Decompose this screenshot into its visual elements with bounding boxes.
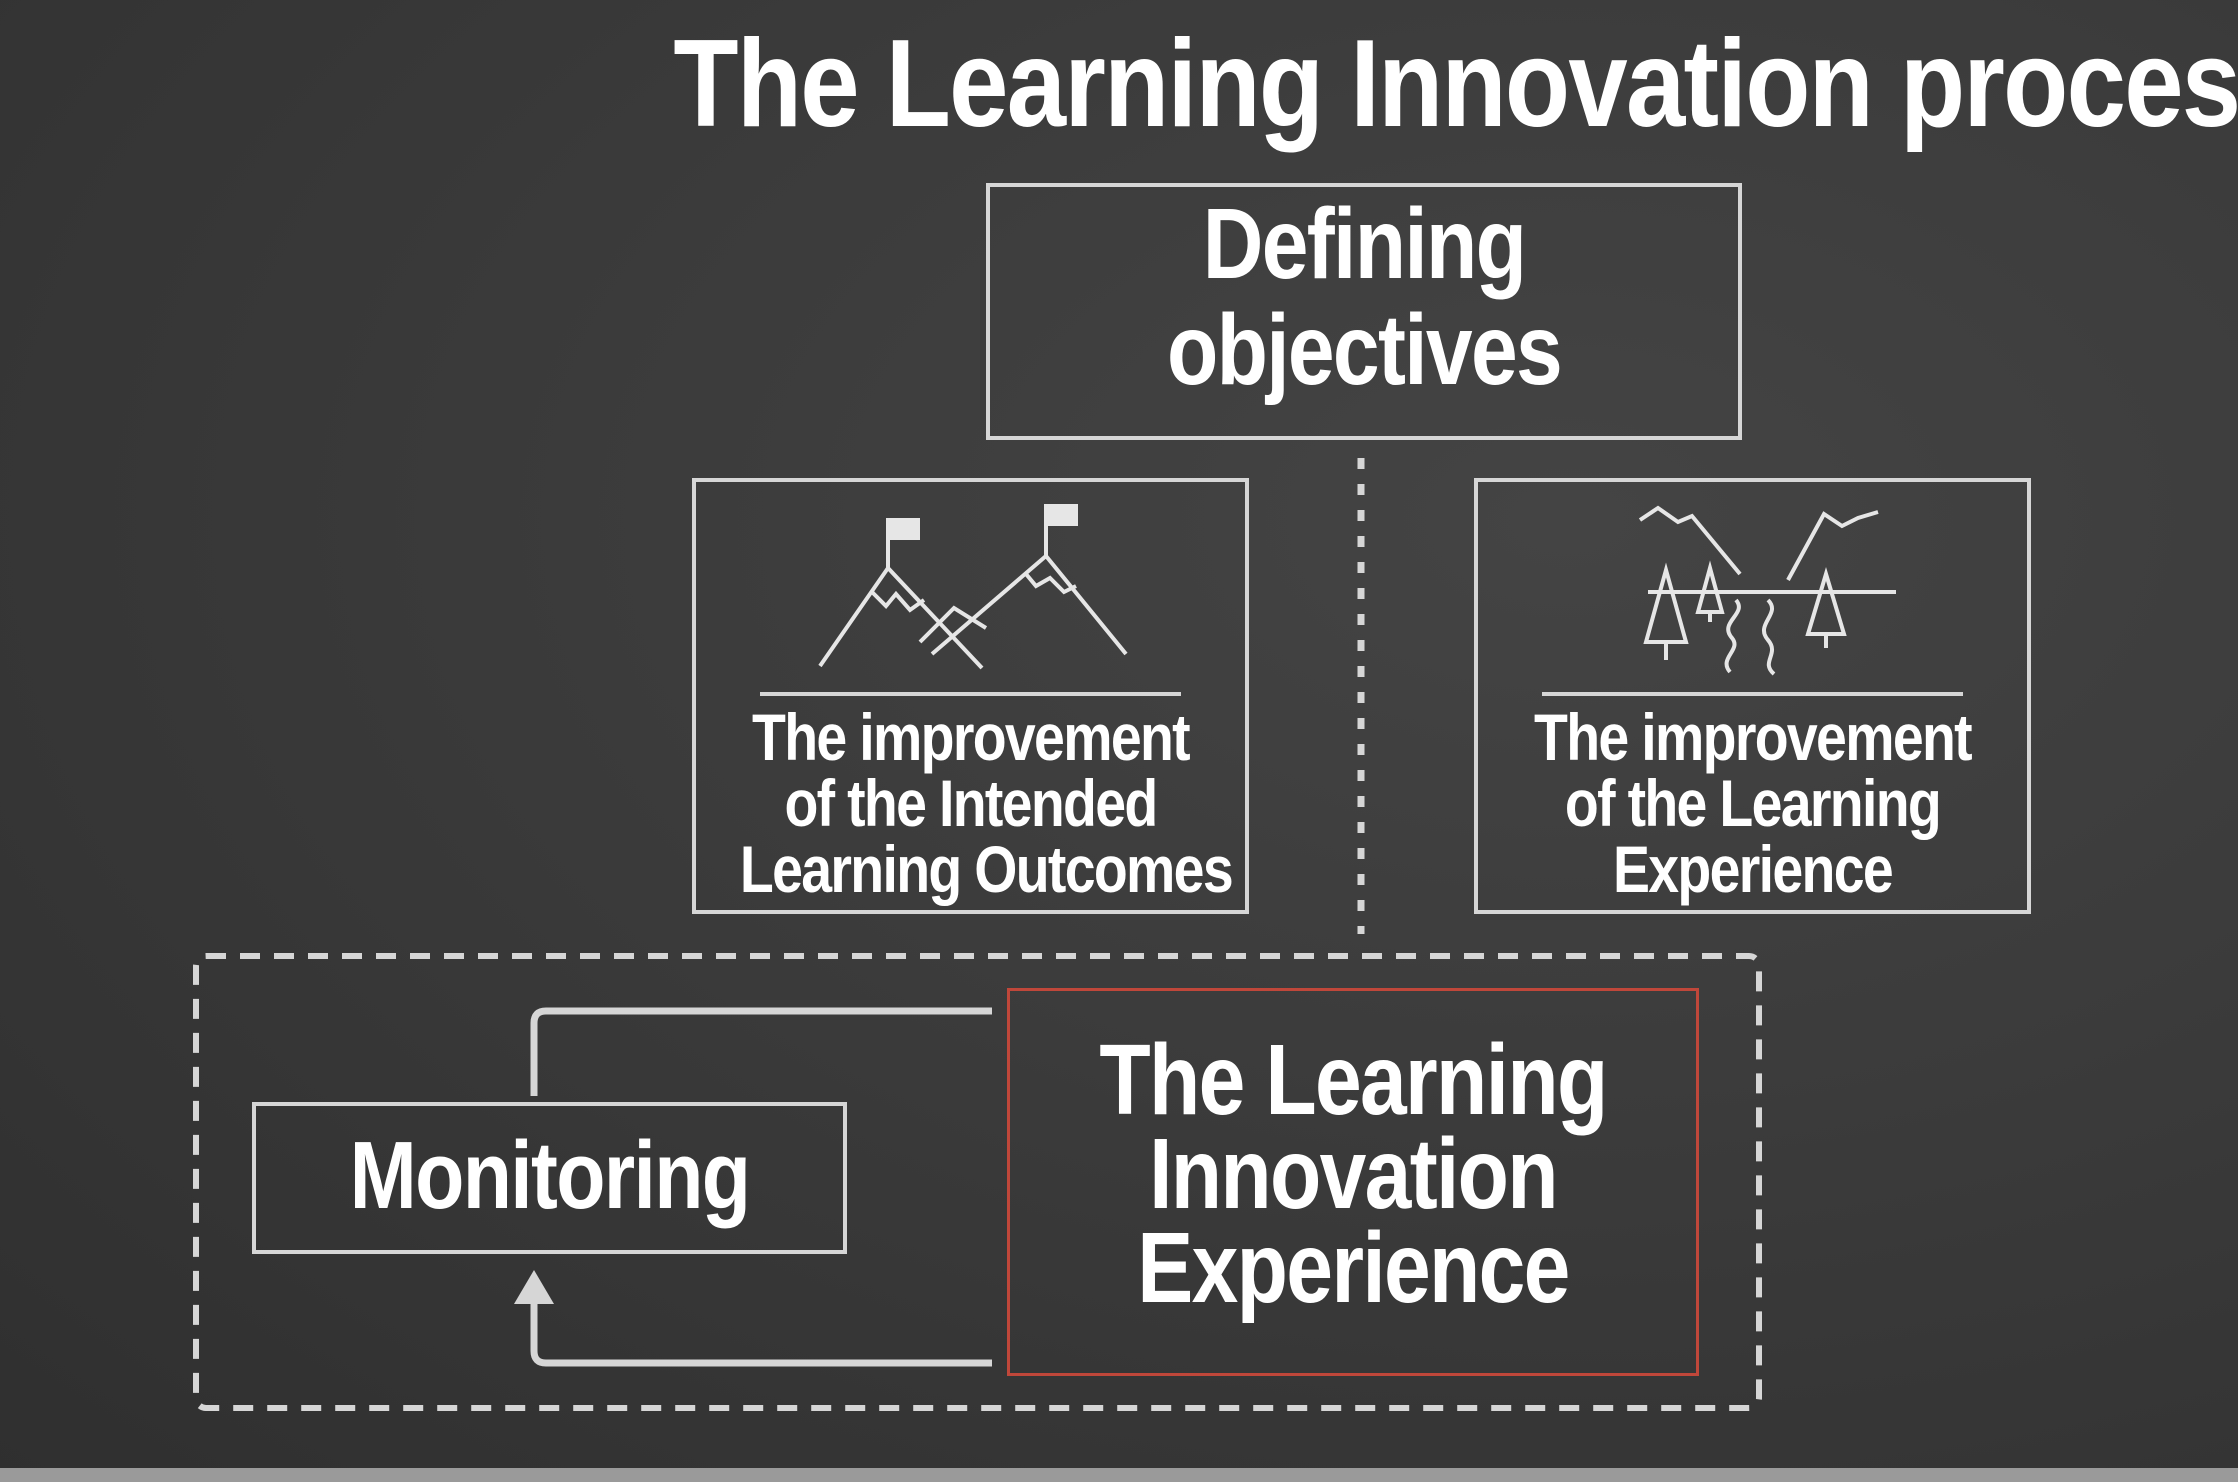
page-title: The Learning Innovation process bbox=[673, 15, 2238, 153]
outcomes-divider bbox=[760, 692, 1181, 696]
mountains-with-flags-icon bbox=[818, 504, 1128, 670]
experience-divider bbox=[1542, 692, 1963, 696]
experience-label-line-2: of the Learning bbox=[1564, 766, 1942, 840]
outcomes-box: The improvement of the Intended Learning… bbox=[692, 478, 1249, 914]
monitoring-box: Monitoring bbox=[252, 1102, 847, 1254]
innovation-label-line-3: Experience bbox=[1137, 1212, 1570, 1324]
defining-label-line-1: Defining bbox=[1202, 188, 1527, 300]
landscape-river-trees-icon bbox=[1638, 505, 1896, 676]
arrow-up-icon bbox=[514, 1270, 554, 1304]
defining-label-line-2: objectives bbox=[1166, 294, 1563, 406]
experience-label-line-1: The improvement bbox=[1534, 700, 1973, 774]
innovation-experience-box: The Learning Innovation Experience bbox=[1007, 988, 1699, 1376]
outcomes-label-line-2: of the Intended bbox=[784, 766, 1158, 840]
loop-connector-top bbox=[530, 1007, 992, 1096]
loop-connector-bottom bbox=[530, 1300, 992, 1367]
dashed-group-frame bbox=[193, 953, 1762, 1411]
outcomes-label-line-1: The improvement bbox=[752, 700, 1191, 774]
defining-objectives-box: Defining objectives bbox=[986, 183, 1742, 440]
innovation-label-line-1: The Learning bbox=[1099, 1024, 1608, 1136]
bottom-edge-bar bbox=[0, 1468, 2238, 1482]
experience-label-line-3: Experience bbox=[1612, 832, 1894, 906]
outcomes-label-line-3: Learning Outcomes bbox=[739, 832, 1234, 906]
innovation-label-line-2: Innovation bbox=[1149, 1118, 1559, 1230]
monitoring-label: Monitoring bbox=[349, 1122, 751, 1229]
experience-box: The improvement of the Learning Experien… bbox=[1474, 478, 2031, 914]
